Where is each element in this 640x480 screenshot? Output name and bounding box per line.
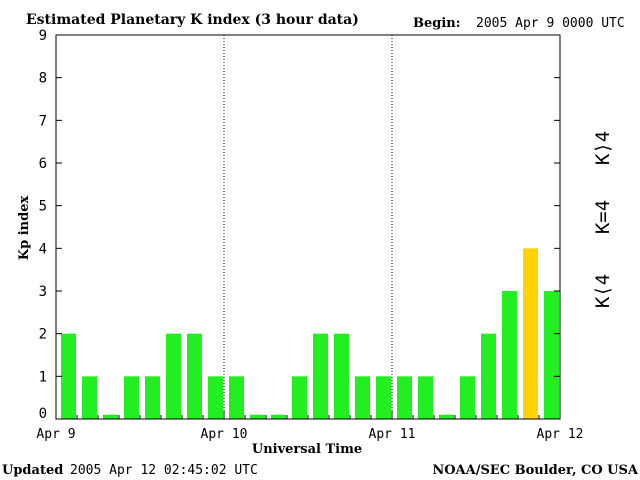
- y-tick-label: 3: [39, 284, 47, 300]
- y-axis-label: Kp index: [17, 196, 32, 261]
- y-tick-label: 0: [39, 406, 47, 422]
- y-tick-label: 1: [39, 369, 47, 385]
- kp-bar: [250, 414, 265, 419]
- legend-k-above-4: K⟩4: [592, 131, 614, 165]
- legend-k-equal-4: K=4: [592, 200, 614, 234]
- kp-bar: [61, 333, 76, 419]
- y-tick-label: 4: [39, 241, 47, 257]
- kp-bar: [145, 376, 160, 419]
- begin-value: 2005 Apr 9 0000 UTC: [476, 16, 625, 31]
- x-axis-label: Universal Time: [252, 442, 362, 457]
- chart-title: Estimated Planetary K index (3 hour data…: [26, 12, 359, 28]
- y-tick-label: 2: [39, 327, 47, 343]
- credit: NOAA/SEC Boulder, CO USA: [432, 463, 639, 478]
- kp-bar: [481, 333, 496, 419]
- updated-label: Updated: [2, 463, 63, 478]
- kp-bar: [313, 333, 328, 419]
- updated-value: 2005 Apr 12 02:45:02 UTC: [70, 463, 258, 478]
- kp-bar: [418, 376, 433, 419]
- plot-area: 0 1 2 3 4 5 6 7 8 9 Apr 9 Apr 10 Apr 11 Apr 12: [36, 28, 583, 442]
- x-tick-label: Apr 12: [537, 427, 584, 442]
- kp-bar: [376, 376, 391, 419]
- kp-bar: [271, 414, 286, 419]
- kp-bar: [103, 414, 118, 419]
- kp-bar: [439, 414, 454, 419]
- begin-label: Begin:: [413, 16, 461, 31]
- x-tick-label: Apr 11: [369, 427, 416, 442]
- kp-bar: [292, 376, 307, 419]
- y-tick-label: 7: [39, 113, 47, 129]
- y-tick-label: 5: [39, 199, 47, 215]
- kp-bar: [355, 376, 370, 419]
- kp-bar: [397, 376, 412, 419]
- kp-bar: [166, 333, 181, 419]
- legend-k-below-4: K⟨4: [592, 274, 614, 308]
- y-tick-label: 6: [39, 156, 47, 172]
- kp-bar: [460, 376, 475, 419]
- kp-bar: [502, 291, 517, 419]
- kp-bar: [208, 376, 223, 419]
- kp-bar: [124, 376, 139, 419]
- kp-bar: [523, 248, 538, 419]
- x-tick-label: Apr 9: [36, 427, 75, 442]
- x-tick-label: Apr 10: [201, 427, 248, 442]
- kp-bar: [334, 333, 349, 419]
- y-tick-label: 8: [39, 71, 47, 87]
- y-tick-label: 9: [39, 28, 47, 44]
- kp-bar: [544, 291, 559, 419]
- kp-bar: [187, 333, 202, 419]
- kp-bar: [82, 376, 97, 419]
- kp-bar: [229, 376, 244, 419]
